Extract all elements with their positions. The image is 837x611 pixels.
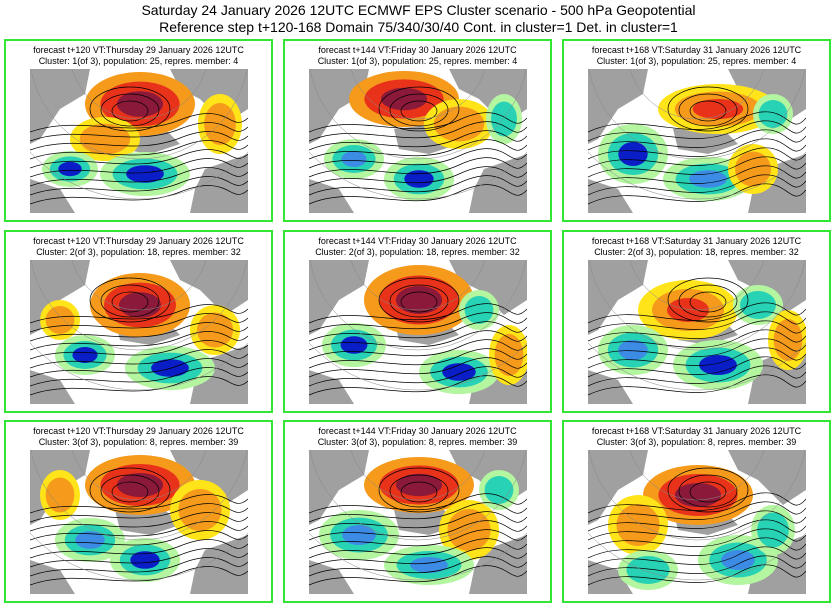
geopotential-map	[30, 69, 248, 213]
panel-cluster-label: Cluster: 1(of 3), population: 25, repres…	[38, 56, 239, 66]
panel-forecast-label: forecast t+168 VT:Saturday 31 January 20…	[591, 426, 802, 436]
cluster-panel-1-t144: forecast t+144 VT:Friday 30 January 2026…	[283, 39, 552, 222]
geopotential-map	[309, 450, 527, 594]
geopotential-map	[588, 260, 806, 404]
geopotential-map	[309, 260, 527, 404]
geopotential-map	[30, 260, 248, 404]
map-artwork	[309, 69, 527, 213]
cluster-panel-3-t120: forecast t+120 VT:Thursday 29 January 20…	[4, 420, 273, 603]
panel-cluster-label: Cluster: 2(of 3), population: 18, repres…	[594, 247, 799, 257]
chart-subtitle: Reference step t+120-168 Domain 75/340/3…	[159, 19, 678, 35]
cluster-panel-1-t168: forecast t+168 VT:Saturday 31 January 20…	[562, 39, 831, 222]
cluster-panel-1-t120: forecast t+120 VT:Thursday 29 January 20…	[4, 39, 273, 222]
panel-forecast-label: forecast t+144 VT:Friday 30 January 2026…	[318, 236, 517, 246]
map-artwork	[30, 450, 248, 594]
cluster-panel-2-t144: forecast t+144 VT:Friday 30 January 2026…	[283, 230, 552, 413]
cluster-panel-3-t144: forecast t+144 VT:Friday 30 January 2026…	[283, 420, 552, 603]
geopotential-map	[30, 450, 248, 594]
cluster-panel-2-t120: forecast t+120 VT:Thursday 29 January 20…	[4, 230, 273, 413]
panel-cluster-label: Cluster: 3(of 3), population: 8, repres.…	[596, 437, 797, 447]
panel-cluster-label: Cluster: 3(of 3), population: 8, repres.…	[317, 437, 518, 447]
map-artwork	[309, 450, 527, 594]
panel-forecast-label: forecast t+168 VT:Saturday 31 January 20…	[591, 45, 802, 55]
map-artwork	[588, 260, 806, 404]
map-artwork	[588, 450, 806, 594]
panel-cluster-label: Cluster: 1(of 3), population: 25, repres…	[317, 56, 518, 66]
panel-forecast-label: forecast t+144 VT:Friday 30 January 2026…	[318, 426, 517, 436]
panel-forecast-label: forecast t+120 VT:Thursday 29 January 20…	[33, 45, 244, 55]
panel-forecast-label: forecast t+120 VT:Thursday 29 January 20…	[33, 236, 244, 246]
geopotential-map	[588, 450, 806, 594]
panel-cluster-label: Cluster: 2(of 3), population: 18, repres…	[36, 247, 241, 257]
panel-cluster-label: Cluster: 3(of 3), population: 8, repres.…	[38, 437, 239, 447]
map-artwork	[309, 260, 527, 404]
chart-title: Saturday 24 January 2026 12UTC ECMWF EPS…	[141, 2, 696, 18]
map-artwork	[30, 260, 248, 404]
map-artwork	[30, 69, 248, 213]
panel-cluster-label: Cluster: 2(of 3), population: 18, repres…	[315, 247, 520, 257]
panel-forecast-label: forecast t+144 VT:Friday 30 January 2026…	[318, 45, 517, 55]
geopotential-map	[588, 69, 806, 213]
cluster-panel-2-t168: forecast t+168 VT:Saturday 31 January 20…	[562, 230, 831, 413]
cluster-panel-3-t168: forecast t+168 VT:Saturday 31 January 20…	[562, 420, 831, 603]
map-artwork	[588, 69, 806, 213]
geopotential-map	[309, 69, 527, 213]
panel-forecast-label: forecast t+168 VT:Saturday 31 January 20…	[591, 236, 802, 246]
panel-cluster-label: Cluster: 1(of 3), population: 25, repres…	[596, 56, 797, 66]
panel-forecast-label: forecast t+120 VT:Thursday 29 January 20…	[33, 426, 244, 436]
